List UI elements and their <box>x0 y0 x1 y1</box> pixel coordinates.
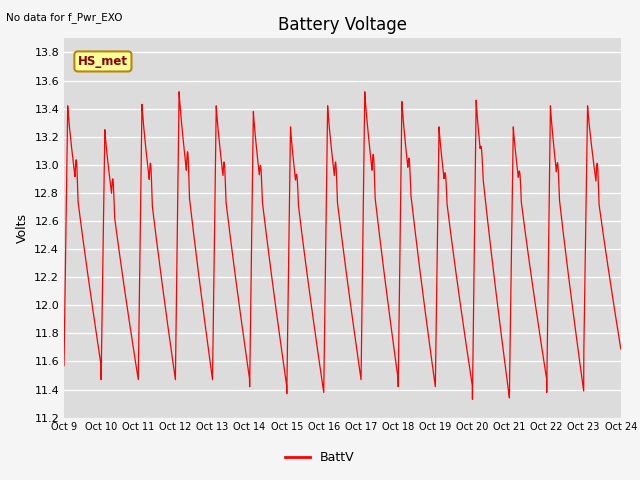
Text: HS_met: HS_met <box>78 55 128 68</box>
Legend: BattV: BattV <box>280 446 360 469</box>
Title: Battery Voltage: Battery Voltage <box>278 16 407 34</box>
Text: No data for f_Pwr_EXO: No data for f_Pwr_EXO <box>6 12 123 23</box>
Y-axis label: Volts: Volts <box>16 213 29 243</box>
